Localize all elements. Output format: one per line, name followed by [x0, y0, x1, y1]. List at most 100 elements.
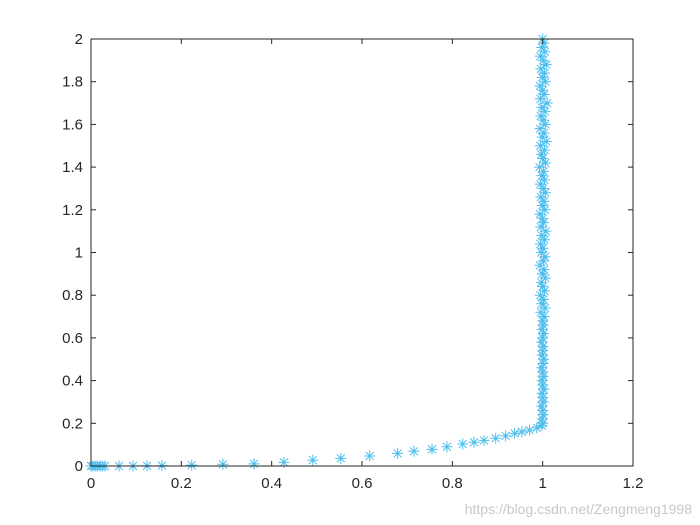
data-point	[536, 200, 548, 212]
data-point	[457, 438, 469, 450]
data-point	[478, 434, 490, 446]
data-point	[537, 54, 549, 66]
y-tick-label: 1.8	[62, 74, 83, 91]
data-point	[490, 432, 502, 444]
data-point	[524, 424, 536, 436]
data-point	[540, 135, 552, 147]
data-point	[335, 452, 347, 464]
data-point	[537, 84, 549, 96]
data-point	[537, 315, 549, 327]
data-point	[217, 458, 229, 470]
data-point	[392, 447, 404, 459]
y-tick-label: 1.4	[62, 159, 83, 176]
data-point	[537, 182, 549, 194]
y-tick-label: 1.2	[62, 202, 83, 219]
y-tick-label: 1	[75, 245, 83, 262]
x-tick-label: 0.2	[171, 475, 192, 492]
data-point	[534, 238, 546, 250]
data-point	[537, 404, 549, 416]
watermark: https://blog.csdn.net/Zengmeng1998	[464, 501, 692, 517]
x-tick-label: 0	[87, 475, 95, 492]
data-point	[468, 436, 480, 448]
data-point	[538, 234, 550, 246]
data-point	[534, 80, 546, 92]
data-point	[535, 247, 547, 258]
data-point	[441, 441, 453, 453]
data-point	[538, 174, 550, 186]
data-point	[538, 264, 550, 276]
x-tick-label: 1	[538, 475, 546, 492]
data-point	[538, 217, 550, 229]
data-point	[540, 225, 552, 237]
y-tick-label: 0.6	[62, 330, 83, 347]
data-point	[538, 311, 550, 323]
data-point	[538, 37, 550, 49]
y-tick-label: 0.4	[62, 373, 83, 390]
data-point	[538, 328, 550, 340]
data-point	[536, 131, 548, 143]
data-point	[531, 422, 543, 434]
data-point	[539, 157, 551, 169]
data-point	[536, 298, 548, 310]
data-point	[537, 366, 549, 378]
data-point	[536, 413, 548, 425]
y-tick-label: 0	[75, 458, 83, 475]
data-point	[538, 255, 550, 267]
data-point	[536, 362, 548, 374]
x-tick-label: 0.4	[261, 475, 282, 492]
data-point	[535, 63, 547, 75]
data-point	[535, 276, 547, 288]
data-point	[538, 383, 550, 395]
data-point	[539, 302, 551, 314]
data-point	[538, 165, 550, 177]
data-point	[534, 208, 546, 220]
data-point	[307, 454, 319, 466]
data-point	[537, 114, 549, 126]
data-point	[537, 153, 549, 165]
data-point	[516, 426, 528, 438]
data-point	[426, 443, 438, 455]
data-point	[500, 430, 512, 442]
data-point	[539, 272, 551, 284]
data-point	[536, 323, 548, 335]
data-point	[538, 293, 550, 305]
data-point	[537, 242, 549, 254]
data-point	[248, 458, 260, 470]
data-point	[536, 71, 548, 83]
data-point	[536, 229, 548, 241]
data-point	[538, 127, 550, 139]
data-point	[538, 89, 550, 101]
data-point	[537, 212, 549, 224]
data-point	[539, 187, 551, 199]
data-point	[539, 118, 551, 130]
data-point	[539, 46, 551, 58]
data-point	[536, 387, 548, 399]
data-point	[538, 285, 550, 297]
data-point	[539, 76, 551, 88]
data-point	[186, 459, 198, 471]
data-point	[538, 195, 550, 207]
axis-ticks: 0 0.2 0.4 0.6 0.8 1 1.2 0 0.2 0.4 0.6 0.8 1 1.2 1.4 1.6…	[62, 31, 643, 492]
data-point	[536, 170, 548, 182]
data-point	[536, 419, 548, 431]
data-point	[538, 353, 550, 365]
data-point	[540, 59, 552, 71]
data-point	[536, 42, 548, 54]
data-point	[364, 450, 376, 462]
x-tick-label: 0.6	[352, 475, 373, 492]
data-point	[536, 101, 548, 113]
data-point	[509, 427, 521, 439]
data-point	[534, 140, 546, 152]
data-point	[278, 456, 290, 468]
data-point	[536, 336, 548, 348]
data-point	[535, 110, 547, 122]
data-point	[537, 281, 549, 293]
data-point	[408, 445, 420, 457]
data-point	[534, 161, 546, 173]
data-point	[537, 332, 549, 344]
data-point	[539, 204, 551, 216]
data-point	[534, 178, 546, 190]
data-point	[535, 191, 547, 203]
data-point	[539, 106, 551, 118]
